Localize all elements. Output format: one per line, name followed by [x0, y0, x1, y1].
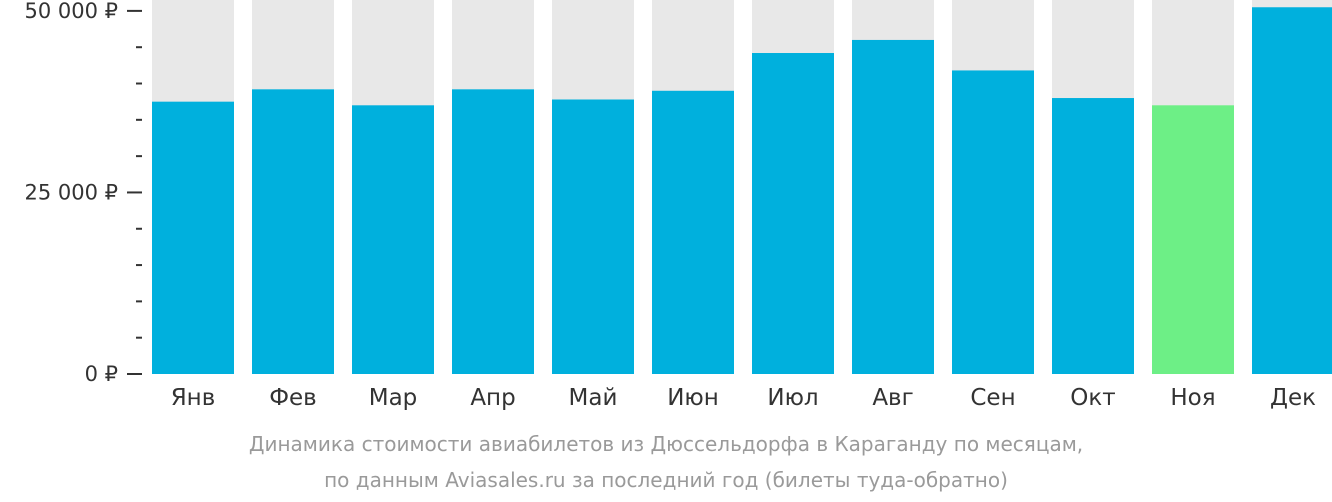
bars [152, 7, 1332, 375]
x-tick-label: Авг [872, 385, 913, 411]
bar-2 [352, 105, 434, 375]
x-tick-label: Июн [667, 385, 719, 411]
chart-caption-line-1: Динамика стоимости авиабилетов из Дюссел… [248, 432, 1084, 456]
bar-11 [1252, 7, 1332, 374]
x-tick-label: Фев [269, 385, 317, 411]
x-tick-label: Апр [470, 385, 515, 411]
x-tick-label: Июл [767, 385, 818, 411]
bar-9 [1052, 98, 1134, 375]
bar-5 [652, 90, 734, 374]
x-tick-label: Дек [1270, 385, 1316, 411]
y-tick-label: 0 ₽ [85, 362, 118, 386]
x-tick-label: Мар [369, 385, 418, 411]
x-tick-label: Ноя [1170, 385, 1215, 411]
price-bar-chart: 0 ₽ 25 000 ₽ 50 000 ₽ Янв Фев Мар Апр Май Июн Ию… [24, 0, 1332, 411]
x-tick-label: Сен [970, 385, 1015, 411]
bar-8 [952, 70, 1034, 374]
y-tick-label: 50 000 ₽ [24, 0, 118, 23]
bar-6 [752, 53, 834, 375]
bar-1 [252, 89, 334, 374]
bar-3 [452, 89, 534, 374]
bar-7 [852, 39, 934, 375]
y-axis: 0 ₽ 25 000 ₽ 50 000 ₽ [24, 0, 142, 386]
bar-10 [1152, 105, 1234, 375]
y-tick-label: 25 000 ₽ [24, 180, 118, 204]
bar-4 [552, 99, 634, 374]
x-axis-labels: Янв Фев Мар Апр Май Июн Июл Авг Сен Окт Ноя Дек [171, 385, 1316, 411]
x-tick-label: Янв [171, 385, 216, 411]
x-tick-label: Окт [1070, 385, 1115, 411]
chart-caption-line-2: по данным Aviasales.ru за последний год … [324, 468, 1008, 492]
bar-0 [152, 101, 234, 374]
x-tick-label: Май [569, 385, 618, 411]
